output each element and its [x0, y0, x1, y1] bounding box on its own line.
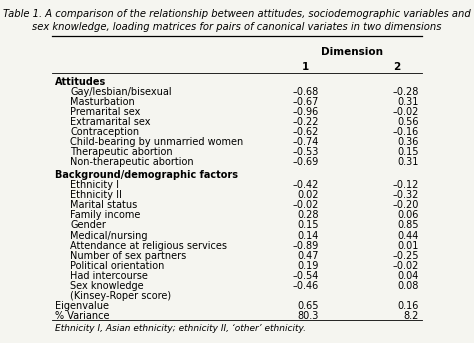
- Text: Extramarital sex: Extramarital sex: [70, 117, 151, 127]
- Text: Gay/lesbian/bisexual: Gay/lesbian/bisexual: [70, 87, 172, 97]
- Text: –0.67: –0.67: [292, 97, 319, 107]
- Text: –0.46: –0.46: [292, 281, 319, 291]
- Text: –0.74: –0.74: [292, 137, 319, 147]
- Text: 0.06: 0.06: [397, 210, 419, 221]
- Text: –0.62: –0.62: [292, 127, 319, 137]
- Text: Attendance at religious services: Attendance at religious services: [70, 241, 227, 251]
- Text: Eigenvalue: Eigenvalue: [55, 301, 109, 311]
- Text: Attitudes: Attitudes: [55, 77, 107, 87]
- Text: 0.36: 0.36: [397, 137, 419, 147]
- Text: 0.47: 0.47: [297, 251, 319, 261]
- Text: 1: 1: [302, 62, 309, 72]
- Text: Gender: Gender: [70, 221, 106, 230]
- Text: 0.08: 0.08: [397, 281, 419, 291]
- Text: sex knowledge, loading matrices for pairs of canonical variates in two dimension: sex knowledge, loading matrices for pair…: [32, 22, 442, 32]
- Text: 0.28: 0.28: [297, 210, 319, 221]
- Text: –0.16: –0.16: [392, 127, 419, 137]
- Text: Number of sex partners: Number of sex partners: [70, 251, 186, 261]
- Text: 0.85: 0.85: [397, 221, 419, 230]
- Text: –0.02: –0.02: [392, 107, 419, 117]
- Text: –0.53: –0.53: [292, 147, 319, 157]
- Text: 0.44: 0.44: [397, 230, 419, 240]
- Text: –0.25: –0.25: [392, 251, 419, 261]
- Text: Masturbation: Masturbation: [70, 97, 135, 107]
- Text: Marital status: Marital status: [70, 200, 137, 210]
- Text: Ethnicity I, Asian ethnicity; ethnicity II, ‘other’ ethnicity.: Ethnicity I, Asian ethnicity; ethnicity …: [55, 324, 306, 333]
- Text: Dimension: Dimension: [321, 47, 383, 57]
- Text: Premarital sex: Premarital sex: [70, 107, 140, 117]
- Text: Political orientation: Political orientation: [70, 261, 164, 271]
- Text: Contraception: Contraception: [70, 127, 139, 137]
- Text: –0.20: –0.20: [392, 200, 419, 210]
- Text: Therapeutic abortion: Therapeutic abortion: [70, 147, 173, 157]
- Text: 0.56: 0.56: [397, 117, 419, 127]
- Text: (Kinsey-Roper score): (Kinsey-Roper score): [70, 291, 171, 301]
- Text: –0.02: –0.02: [292, 200, 319, 210]
- Text: –0.12: –0.12: [392, 180, 419, 190]
- Text: –0.54: –0.54: [292, 271, 319, 281]
- Text: 2: 2: [393, 62, 400, 72]
- Text: % Variance: % Variance: [55, 311, 110, 321]
- Text: –0.22: –0.22: [292, 117, 319, 127]
- Text: –0.68: –0.68: [292, 87, 319, 97]
- Text: Had intercourse: Had intercourse: [70, 271, 148, 281]
- Text: –0.89: –0.89: [292, 241, 319, 251]
- Text: –0.69: –0.69: [292, 157, 319, 167]
- Text: Medical/nursing: Medical/nursing: [70, 230, 147, 240]
- Text: Background/demographic factors: Background/demographic factors: [55, 170, 238, 180]
- Text: 0.31: 0.31: [397, 157, 419, 167]
- Text: –0.02: –0.02: [392, 261, 419, 271]
- Text: Non-therapeutic abortion: Non-therapeutic abortion: [70, 157, 194, 167]
- Text: –0.32: –0.32: [392, 190, 419, 200]
- Text: Ethnicity I: Ethnicity I: [70, 180, 119, 190]
- Text: 0.04: 0.04: [397, 271, 419, 281]
- Text: 8.2: 8.2: [403, 311, 419, 321]
- Text: 0.15: 0.15: [397, 147, 419, 157]
- Text: 0.31: 0.31: [397, 97, 419, 107]
- Text: 0.16: 0.16: [397, 301, 419, 311]
- Text: –0.28: –0.28: [392, 87, 419, 97]
- Text: –0.96: –0.96: [292, 107, 319, 117]
- Text: Ethnicity II: Ethnicity II: [70, 190, 122, 200]
- Text: 0.65: 0.65: [297, 301, 319, 311]
- Text: 0.15: 0.15: [297, 221, 319, 230]
- Text: 80.3: 80.3: [297, 311, 319, 321]
- Text: 0.14: 0.14: [297, 230, 319, 240]
- Text: Family income: Family income: [70, 210, 140, 221]
- Text: 0.01: 0.01: [397, 241, 419, 251]
- Text: Table 1. A comparison of the relationship between attitudes, sociodemographic va: Table 1. A comparison of the relationshi…: [3, 9, 471, 19]
- Text: Sex knowledge: Sex knowledge: [70, 281, 144, 291]
- Text: 0.19: 0.19: [297, 261, 319, 271]
- Text: 0.02: 0.02: [297, 190, 319, 200]
- Text: –0.42: –0.42: [292, 180, 319, 190]
- Text: Child-bearing by unmarried women: Child-bearing by unmarried women: [70, 137, 243, 147]
